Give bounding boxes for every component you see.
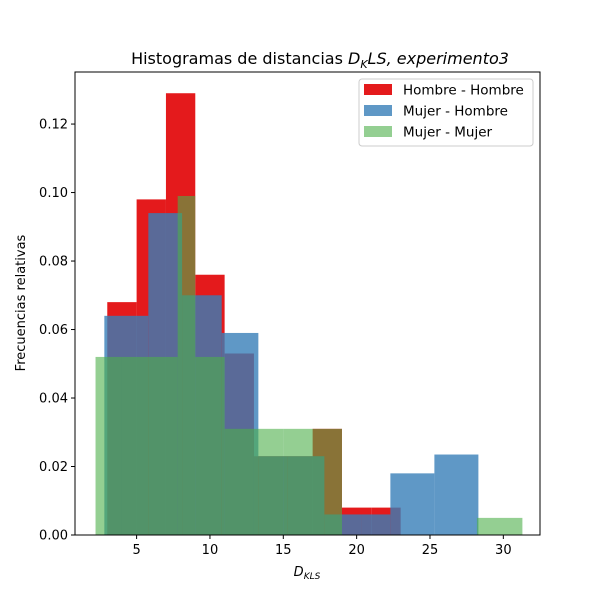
- x-axis-label: DKLS: [294, 565, 321, 582]
- histogram-bar: [390, 473, 435, 535]
- legend-label: Mujer - Mujer: [403, 125, 493, 141]
- legend: Hombre - Hombre Mujer - Hombre Mujer - Muj…: [358, 78, 534, 147]
- legend-swatch: [364, 84, 392, 95]
- legend-swatch: [364, 126, 392, 137]
- histogram-bar: [253, 428, 284, 535]
- legend-box: [358, 78, 534, 147]
- x-tick-label: 25: [422, 543, 439, 558]
- y-tick-label: 0.08: [39, 255, 68, 270]
- histogram-bar: [361, 514, 391, 535]
- chart-title: Histogramas de distancias DKLS, experime…: [131, 49, 509, 71]
- histogram-bar: [177, 195, 196, 535]
- x-tick-label: 30: [495, 543, 512, 558]
- histogram-bar: [195, 356, 225, 535]
- histogram-bar: [224, 428, 254, 535]
- y-tick-label: 0.04: [39, 392, 68, 407]
- y-tick-label: 0.06: [39, 323, 68, 338]
- x-tick-label: 20: [348, 543, 365, 558]
- y-tick-label: 0.12: [39, 118, 68, 133]
- y-tick-label: 0.00: [39, 529, 68, 544]
- plot-frame: [74, 71, 541, 536]
- y-tick-label: 0.10: [39, 186, 68, 201]
- series-3: [95, 195, 523, 535]
- legend-swatch: [364, 105, 392, 116]
- histogram-bar: [476, 517, 523, 535]
- histogram-bar: [95, 356, 122, 535]
- histogram-bar: [434, 454, 479, 535]
- x-tick-label: 15: [275, 543, 292, 558]
- legend-label: Hombre - Hombre: [403, 83, 524, 99]
- legend-label: Mujer - Hombre: [403, 104, 508, 120]
- y-tick-label: 0.02: [39, 460, 68, 475]
- bars-layer: [95, 93, 523, 536]
- histogram-bar: [121, 356, 178, 535]
- x-tick-label: 5: [132, 543, 140, 558]
- x-axis: 5 10 15 20 25 30: [132, 535, 512, 558]
- histogram-bar: [283, 428, 342, 535]
- y-axis-label: Frecuencias relativas: [14, 234, 29, 371]
- y-axis: 0.00 0.02 0.04 0.06 0.08 0.10 0.12: [39, 118, 75, 544]
- x-tick-label: 10: [202, 543, 219, 558]
